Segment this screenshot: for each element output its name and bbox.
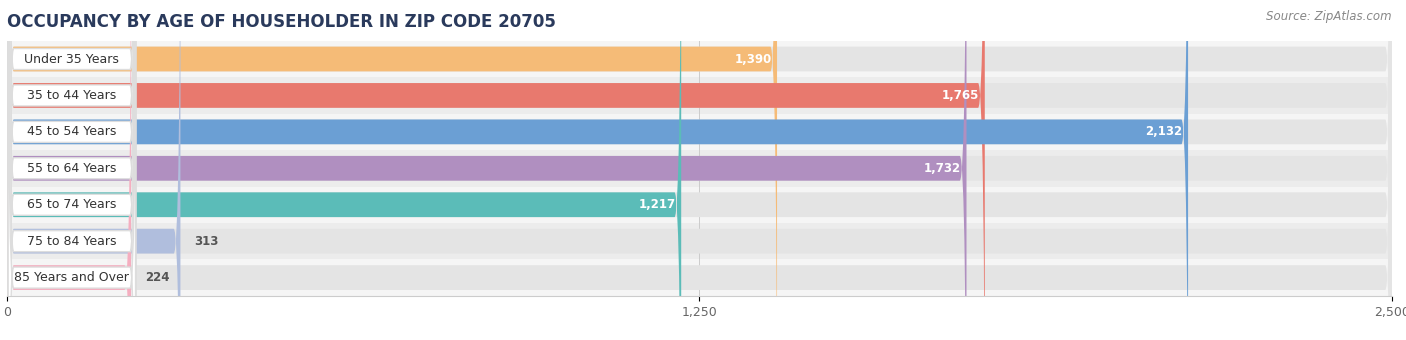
Bar xyxy=(7,77,1392,114)
FancyBboxPatch shape xyxy=(7,0,1392,340)
FancyBboxPatch shape xyxy=(7,0,131,340)
FancyBboxPatch shape xyxy=(7,0,681,340)
FancyBboxPatch shape xyxy=(8,0,135,340)
FancyBboxPatch shape xyxy=(7,0,966,340)
FancyBboxPatch shape xyxy=(7,0,1392,340)
FancyBboxPatch shape xyxy=(7,0,1392,340)
Text: OCCUPANCY BY AGE OF HOUSEHOLDER IN ZIP CODE 20705: OCCUPANCY BY AGE OF HOUSEHOLDER IN ZIP C… xyxy=(7,13,555,31)
Text: 45 to 54 Years: 45 to 54 Years xyxy=(27,125,117,138)
Text: 65 to 74 Years: 65 to 74 Years xyxy=(27,198,117,211)
Bar xyxy=(7,187,1392,223)
FancyBboxPatch shape xyxy=(8,0,135,340)
FancyBboxPatch shape xyxy=(8,0,135,340)
FancyBboxPatch shape xyxy=(8,0,135,340)
FancyBboxPatch shape xyxy=(7,0,1392,340)
Bar xyxy=(7,259,1392,296)
FancyBboxPatch shape xyxy=(8,0,135,340)
Text: 1,765: 1,765 xyxy=(942,89,979,102)
Bar xyxy=(7,114,1392,150)
Text: 75 to 84 Years: 75 to 84 Years xyxy=(27,235,117,248)
FancyBboxPatch shape xyxy=(8,0,135,340)
Text: 55 to 64 Years: 55 to 64 Years xyxy=(27,162,117,175)
Text: Source: ZipAtlas.com: Source: ZipAtlas.com xyxy=(1267,10,1392,23)
Text: 224: 224 xyxy=(145,271,170,284)
Text: 85 Years and Over: 85 Years and Over xyxy=(14,271,129,284)
Text: 1,732: 1,732 xyxy=(924,162,960,175)
Text: Under 35 Years: Under 35 Years xyxy=(24,52,120,66)
FancyBboxPatch shape xyxy=(7,0,180,340)
Text: 313: 313 xyxy=(194,235,219,248)
Bar xyxy=(7,150,1392,187)
Text: 35 to 44 Years: 35 to 44 Years xyxy=(27,89,117,102)
FancyBboxPatch shape xyxy=(7,0,1392,340)
Bar xyxy=(7,41,1392,77)
Text: 1,390: 1,390 xyxy=(734,52,772,66)
FancyBboxPatch shape xyxy=(7,0,778,340)
Text: 1,217: 1,217 xyxy=(638,198,676,211)
FancyBboxPatch shape xyxy=(7,0,984,340)
FancyBboxPatch shape xyxy=(7,0,1392,340)
FancyBboxPatch shape xyxy=(8,0,135,340)
FancyBboxPatch shape xyxy=(7,0,1188,340)
Bar xyxy=(7,223,1392,259)
FancyBboxPatch shape xyxy=(7,0,1392,340)
Text: 2,132: 2,132 xyxy=(1146,125,1182,138)
